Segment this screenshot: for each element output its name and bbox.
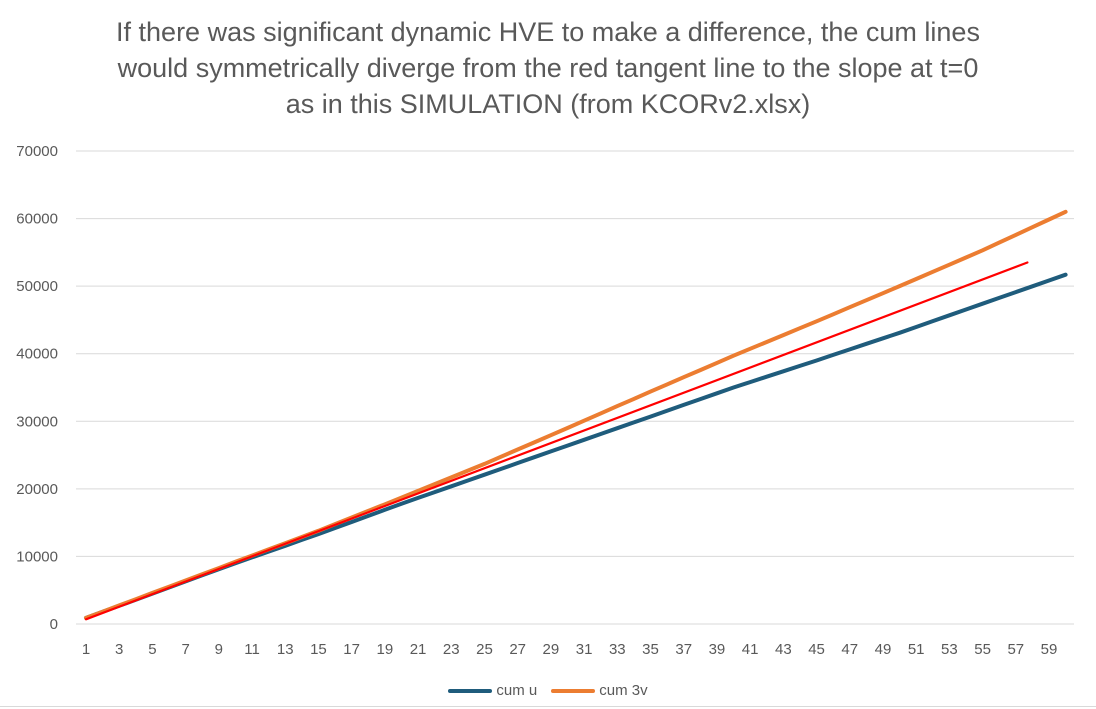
x-tick-label-7: 7 <box>181 641 189 658</box>
chart-title-line-3: as in this SIMULATION (from KCORv2.xlsx) <box>285 89 811 119</box>
x-tick-label-19: 19 <box>377 641 394 658</box>
bottom-divider <box>0 706 1096 707</box>
y-tick-label-10000: 10000 <box>16 548 58 565</box>
x-tick-label-39: 39 <box>709 641 726 658</box>
x-tick-label-55: 55 <box>974 641 991 658</box>
y-tick-label-40000: 40000 <box>16 346 58 363</box>
chart-title: If there was significant dynamic HVE to … <box>0 14 1096 122</box>
y-axis-ticks: 0 10000 20000 30000 40000 50000 60000 70000 <box>16 143 58 633</box>
x-tick-label-47: 47 <box>841 641 858 658</box>
x-tick-label-3: 3 <box>115 641 123 658</box>
x-tick-label-43: 43 <box>775 641 792 658</box>
x-tick-label-27: 27 <box>509 641 526 658</box>
x-tick-label-5: 5 <box>148 641 156 658</box>
x-tick-label-25: 25 <box>476 641 493 658</box>
x-tick-label-45: 45 <box>808 641 825 658</box>
x-tick-label-1: 1 <box>82 641 90 658</box>
x-tick-label-13: 13 <box>277 641 294 658</box>
series-lines <box>84 209 1068 621</box>
x-tick-label-15: 15 <box>310 641 327 658</box>
gridlines <box>76 150 1074 625</box>
chart-title-line-2: would symmetrically diverge from the red… <box>117 53 979 83</box>
x-tick-label-17: 17 <box>343 641 360 658</box>
y-tick-label-0: 0 <box>50 616 58 633</box>
legend-item-cum-3v: cum 3v <box>551 682 648 699</box>
x-tick-label-11: 11 <box>244 641 260 658</box>
x-axis-ticks: 1 3 5 7 9 11 13 15 17 19 21 23 25 27 29 31 33 35 37 39 41 43 4… <box>82 641 1058 658</box>
series-line-cum-u <box>84 272 1068 620</box>
y-tick-label-20000: 20000 <box>16 481 58 498</box>
series-line-red-tangent-line <box>84 261 1029 621</box>
series-line-cum-3v <box>84 209 1068 620</box>
x-tick-label-23: 23 <box>443 641 460 658</box>
x-tick-label-41: 41 <box>742 641 759 658</box>
legend-swatch-cum-u <box>448 688 493 693</box>
y-tick-label-30000: 30000 <box>16 413 58 430</box>
y-tick-label-50000: 50000 <box>16 278 58 295</box>
x-tick-label-29: 29 <box>543 641 560 658</box>
x-tick-label-33: 33 <box>609 641 626 658</box>
legend: cum u cum 3v <box>0 682 1096 699</box>
x-tick-label-21: 21 <box>410 641 427 658</box>
x-tick-label-49: 49 <box>875 641 892 658</box>
x-tick-label-35: 35 <box>642 641 659 658</box>
x-tick-label-57: 57 <box>1007 641 1024 658</box>
legend-swatch-cum-3v <box>551 688 596 693</box>
y-tick-label-70000: 70000 <box>16 143 58 160</box>
legend-label-cum-u: cum u <box>496 682 538 699</box>
legend-item-cum-u: cum u <box>448 682 537 699</box>
x-tick-label-37: 37 <box>675 641 692 658</box>
chart-title-line-1: If there was significant dynamic HVE to … <box>116 17 980 47</box>
x-tick-label-9: 9 <box>215 641 223 658</box>
x-tick-label-59: 59 <box>1041 641 1058 658</box>
x-tick-label-31: 31 <box>576 641 593 658</box>
legend-label-cum-3v: cum 3v <box>599 682 648 699</box>
x-tick-label-53: 53 <box>941 641 958 658</box>
y-tick-label-60000: 60000 <box>16 211 58 228</box>
x-tick-label-51: 51 <box>908 641 925 658</box>
